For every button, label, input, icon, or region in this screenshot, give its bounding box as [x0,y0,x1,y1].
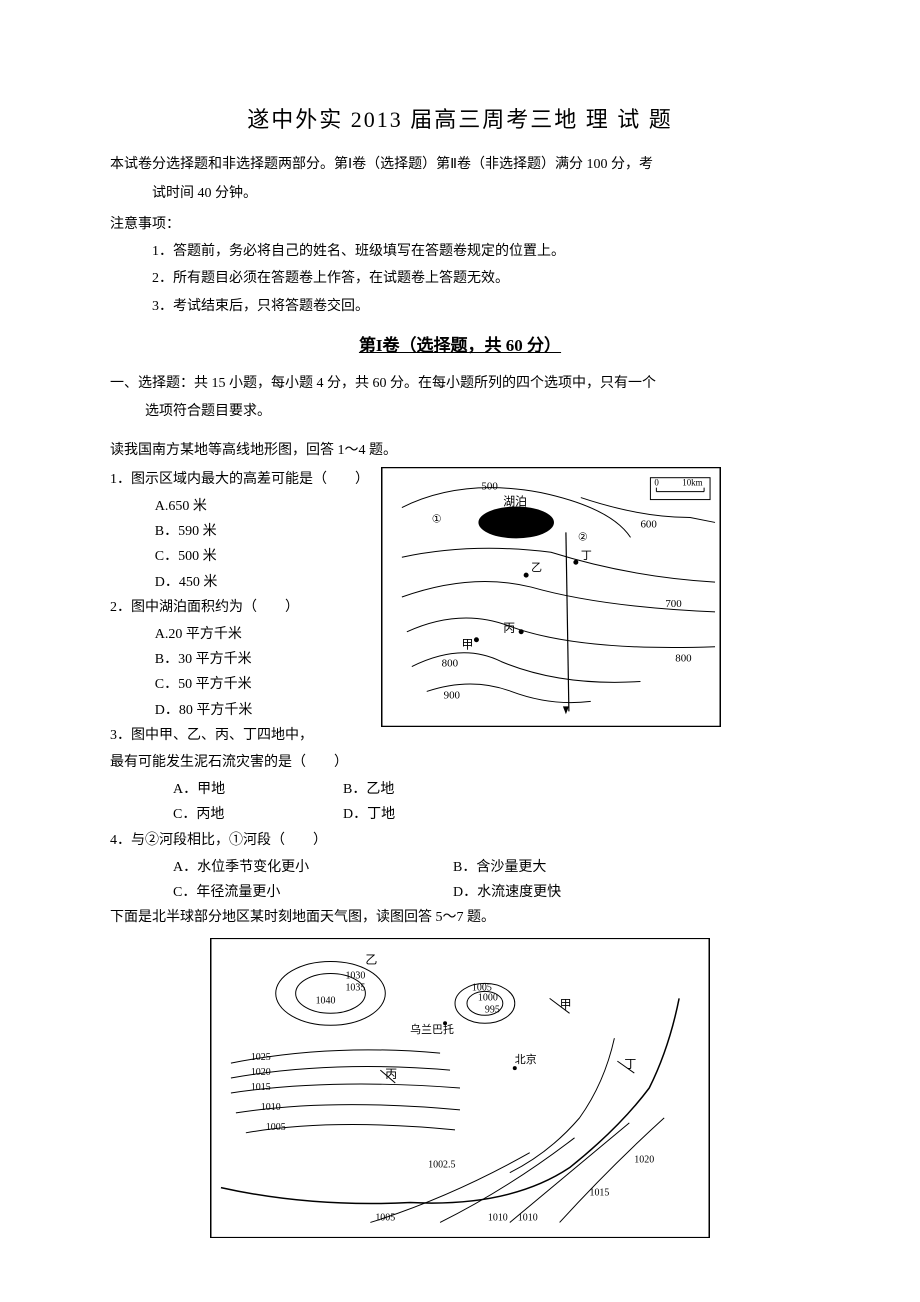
q3-stem-a: 3．图中甲、乙、丙、丁四地中， [110,723,369,748]
q4-opt-c: C．年径流量更小 [173,880,453,905]
svg-text:995: 995 [485,1005,500,1016]
context-1: 读我国南方某地等高线地形图，回答 1～4 题。 [110,438,810,463]
q1-stem: 1．图示区域内最大的高差可能是（ ） [110,467,369,492]
svg-text:北京: 北京 [515,1052,537,1066]
svg-text:800: 800 [675,652,692,664]
q3-stem-b: 最有可能发生泥石流灾害的是（ ） [110,750,810,775]
q4-opt-a: A．水位季节变化更小 [173,855,453,880]
q2-opt-c: C．50 平方千米 [110,672,369,697]
svg-text:湖泊: 湖泊 [503,494,527,508]
svg-text:900: 900 [444,689,461,701]
section-instruction-1: 一、选择题：共 15 小题，每小题 4 分，共 60 分。在每小题所列的四个选项… [110,371,810,396]
weather-map-svg: 1030 1035 1040 1025 1020 1015 1010 1005 … [211,938,709,1238]
q2-opt-a: A.20 平方千米 [110,622,369,647]
svg-text:乙: 乙 [531,561,542,574]
questions-with-figure-row: 1．图示区域内最大的高差可能是（ ） A.650 米 B．590 米 C．500… [110,467,810,750]
svg-text:丁: 丁 [581,550,592,562]
svg-text:甲: 甲 [560,998,572,1012]
q2-opt-d: D．80 平方千米 [110,698,369,723]
svg-text:1015: 1015 [589,1188,609,1199]
svg-text:甲: 甲 [462,638,474,652]
svg-text:1035: 1035 [345,983,365,994]
part1-heading: 第I卷（选择题，共 60 分） [110,331,810,362]
svg-text:0: 0 [654,478,659,488]
svg-text:1015: 1015 [251,1082,271,1093]
notice-item-3: 3．考试结束后，只将答题卷交回。 [110,294,810,319]
svg-text:乙: 乙 [365,953,377,967]
svg-text:500: 500 [481,481,498,493]
exam-title: 遂中外实 2013 届高三周考三地 理 试 题 [110,100,810,140]
figure-1-column: 0 10km 湖泊 500 600 700 800 800 900 [381,467,721,727]
section-instruction-2: 选项符合题目要求。 [110,399,810,424]
context-2: 下面是北半球部分地区某时刻地面天气图，读图回答 5～7 题。 [110,905,810,930]
questions-left-column: 1．图示区域内最大的高差可能是（ ） A.650 米 B．590 米 C．500… [110,467,369,750]
svg-text:1020: 1020 [634,1155,654,1166]
svg-text:1005: 1005 [266,1122,286,1133]
q3-opt-d: D．丁地 [343,802,395,827]
svg-text:1000: 1000 [478,993,498,1004]
q4-opt-b: B．含沙量更大 [453,855,546,880]
svg-text:10km: 10km [682,478,702,488]
svg-text:1002.5: 1002.5 [428,1160,455,1171]
q4-opts-cd: C．年径流量更小 D．水流速度更快 [110,880,810,905]
q1-opt-c: C．500 米 [110,544,369,569]
svg-text:1020: 1020 [251,1067,271,1078]
contour-map-figure: 0 10km 湖泊 500 600 700 800 800 900 [381,467,721,727]
svg-text:1010: 1010 [261,1102,281,1113]
intro-line-2: 试时间 40 分钟。 [110,181,810,206]
q3-opt-a: A．甲地 [173,777,343,802]
q1-opt-d: D．450 米 [110,570,369,595]
intro-line-1: 本试卷分选择题和非选择题两部分。第Ⅰ卷（选择题）第Ⅱ卷（非选择题）满分 100 … [110,152,810,177]
q3-opt-b: B．乙地 [343,777,394,802]
svg-text:800: 800 [442,657,459,669]
svg-text:1010: 1010 [488,1213,508,1224]
contour-map-svg: 0 10km 湖泊 500 600 700 800 800 900 [382,467,720,727]
q3-opts-cd: C．丙地 D．丁地 [110,802,810,827]
svg-text:1030: 1030 [345,971,365,982]
weather-map-figure: 1030 1035 1040 1025 1020 1015 1010 1005 … [210,938,710,1238]
q1-opt-b: B．590 米 [110,519,369,544]
q4-opts-ab: A．水位季节变化更小 B．含沙量更大 [110,855,810,880]
q3-opts-ab: A．甲地 B．乙地 [110,777,810,802]
q2-stem: 2．图中湖泊面积约为（ ） [110,595,369,620]
notice-heading: 注意事项： [110,212,810,237]
svg-text:丁: 丁 [624,1057,636,1071]
svg-text:1005: 1005 [375,1213,395,1224]
q3-opt-c: C．丙地 [173,802,343,827]
figure-2-wrapper: 1030 1035 1040 1025 1020 1015 1010 1005 … [110,938,810,1238]
notice-item-1: 1．答题前，务必将自己的姓名、班级填写在答题卷规定的位置上。 [110,239,810,264]
svg-text:②: ② [578,531,588,543]
svg-text:丙: 丙 [503,621,515,635]
svg-text:1040: 1040 [316,996,336,1007]
q2-opt-b: B．30 平方千米 [110,647,369,672]
notice-item-2: 2．所有题目必须在答题卷上作答，在试题卷上答题无效。 [110,266,810,291]
q4-opt-d: D．水流速度更快 [453,880,561,905]
svg-text:①: ① [432,513,442,525]
svg-text:乌兰巴托: 乌兰巴托 [410,1022,454,1036]
svg-text:1025: 1025 [251,1052,271,1063]
svg-text:1010: 1010 [518,1213,538,1224]
q1-opt-a: A.650 米 [110,494,369,519]
svg-text:700: 700 [665,598,682,610]
q4-stem: 4．与②河段相比，①河段（ ） [110,828,810,853]
svg-text:600: 600 [640,518,657,530]
